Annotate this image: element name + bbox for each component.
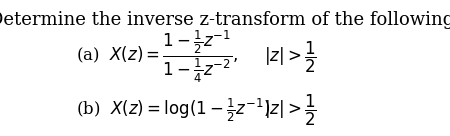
Text: (b)  $X(z) = \log(1 - \frac{1}{2}z^{-1})$: (b) $X(z) = \log(1 - \frac{1}{2}z^{-1})$ [76,97,270,124]
Text: $|z| > \dfrac{1}{2}$: $|z| > \dfrac{1}{2}$ [264,93,317,128]
Text: Determine the inverse z-transform of the following:: Determine the inverse z-transform of the… [0,11,450,29]
Text: $|z| > \dfrac{1}{2}$: $|z| > \dfrac{1}{2}$ [264,40,317,75]
Text: (a)  $X(z) = \dfrac{1 - \frac{1}{2}z^{-1}}{1 - \frac{1}{4}z^{-2}},$: (a) $X(z) = \dfrac{1 - \frac{1}{2}z^{-1}… [76,29,238,85]
